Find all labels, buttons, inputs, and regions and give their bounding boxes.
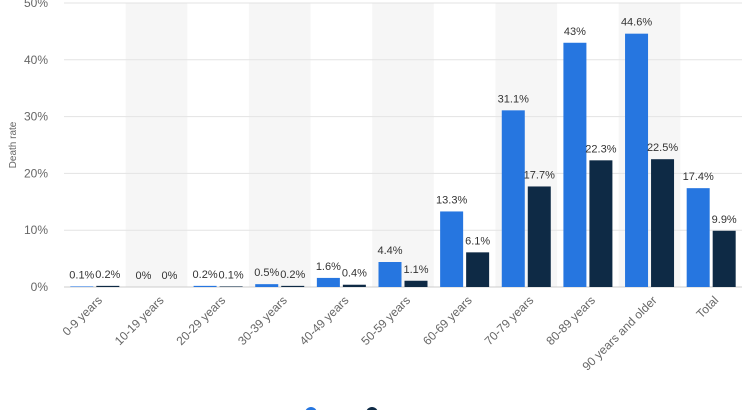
x-tick-label: 50-59 years (358, 293, 413, 348)
x-tick-label: 10-19 years (112, 293, 167, 348)
bar-value-label: 22.3% (585, 143, 616, 155)
bar-value-label: 17.4% (683, 171, 714, 183)
column-band (125, 3, 188, 287)
bar (712, 230, 736, 287)
y-axis-ticks: 0% 10% 20% 30% 40% 50% (24, 0, 48, 294)
y-tick-label: 10% (24, 223, 48, 237)
bar (316, 277, 340, 287)
y-tick-label: 40% (24, 53, 48, 67)
bar (589, 160, 613, 287)
bar-value-label: 4.4% (377, 245, 402, 257)
x-axis-ticks: 0-9 years 10-19 years 20-29 years 30-39 yea… (60, 293, 722, 373)
bar-value-label: 44.6% (621, 17, 652, 29)
y-tick-label: 50% (24, 0, 48, 10)
bar (281, 285, 305, 287)
y-axis-label: Death rate (8, 121, 19, 168)
bars (70, 33, 736, 288)
bar-value-label: 31.1% (498, 93, 529, 105)
bar (404, 280, 428, 287)
bar (527, 186, 551, 287)
bar (378, 262, 402, 287)
bar-value-labels: 0.1% 0% 0.2% 0.5%1.6%4.4%13.3%31.1%43%44.6%… (69, 17, 737, 282)
bar-value-label: 6.1% (465, 235, 490, 247)
bar (651, 159, 675, 287)
bar-value-label: 0.1% (219, 269, 244, 281)
column-band (372, 3, 434, 287)
bar-value-label: 22.5% (647, 142, 678, 154)
y-tick-label: 0% (31, 280, 49, 294)
x-tick-label: 30-39 years (235, 293, 290, 348)
bar-value-label: 9.9% (712, 214, 737, 226)
bar (501, 110, 525, 288)
bar-value-label: 0.4% (342, 268, 367, 280)
x-tick-label: 70-79 years (482, 293, 537, 348)
x-tick-label: 20-29 years (173, 293, 228, 348)
bar (686, 188, 710, 287)
x-tick-label: 0-9 years (60, 293, 105, 338)
x-tick-label: Total (693, 293, 721, 321)
bar (96, 285, 120, 287)
x-tick-label: 80-89 years (543, 293, 598, 348)
bar (70, 286, 94, 287)
bar (625, 33, 649, 288)
bar-value-label: 43% (564, 26, 586, 38)
bar-value-label: 17.7% (524, 169, 555, 181)
x-tick-label: 40-49 years (297, 293, 352, 348)
bar-value-label: 0% (136, 270, 152, 282)
legend-marker (366, 407, 378, 410)
bar (193, 285, 217, 287)
bar (466, 252, 490, 287)
legend (305, 407, 378, 410)
bar (255, 284, 279, 287)
bar-value-label: 0.2% (193, 269, 218, 281)
y-tick-label: 30% (24, 110, 48, 124)
bar-value-label: 0.2% (95, 269, 120, 281)
bar-value-label: 1.1% (403, 264, 428, 276)
bar-value-label: 0.5% (254, 267, 279, 279)
legend-marker (305, 407, 317, 410)
bar (440, 211, 464, 287)
bar-value-label: 0.2% (280, 269, 305, 281)
bar-value-label: 0.1% (69, 269, 94, 281)
x-tick-label: 60-69 years (420, 293, 475, 348)
bar-value-label: 13.3% (436, 194, 467, 206)
bar (563, 42, 587, 288)
column-band (248, 3, 311, 287)
bar (219, 286, 243, 287)
bar-value-label: 0% (162, 270, 178, 282)
bar (342, 284, 366, 287)
bar-value-label: 1.6% (316, 261, 341, 273)
y-tick-label: 20% (24, 166, 48, 180)
